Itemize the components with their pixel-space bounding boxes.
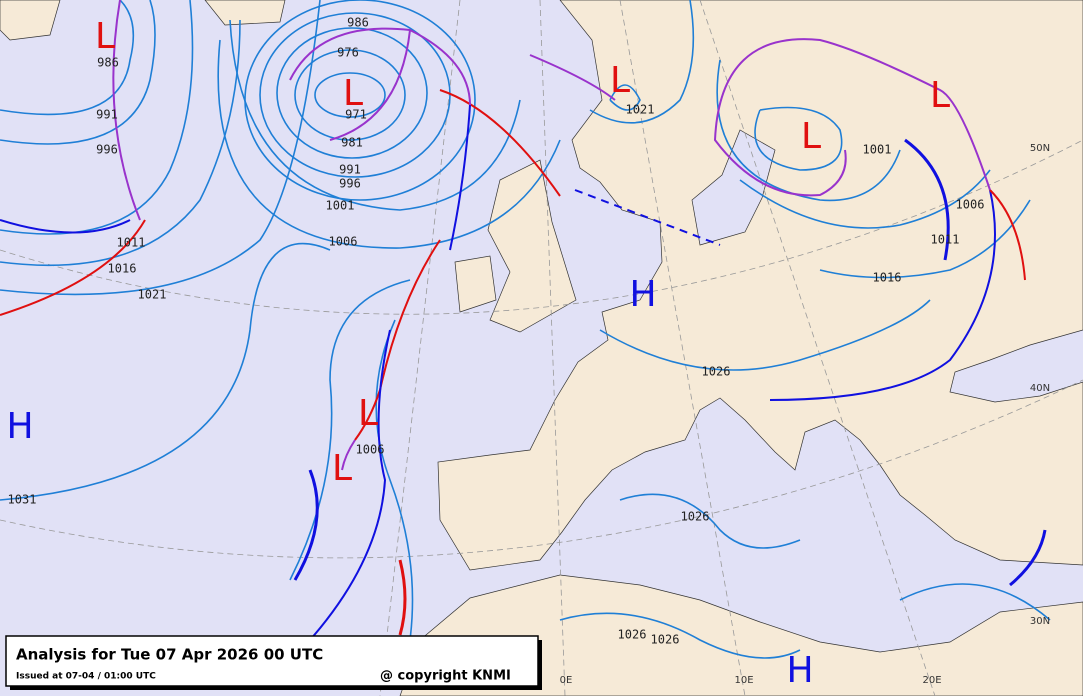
isobar-label: 1006 [329,235,358,249]
isobar-label: 991 [339,163,361,177]
isobar-label: 976 [337,46,359,60]
low-center: L [801,116,821,157]
issued-time: Issued at 07-04 / 01:00 UTC [16,672,156,682]
isobar-label: 1026 [681,510,710,524]
longitude-label: 10E [734,675,753,686]
isobar-label: 1026 [651,633,680,647]
isobar-label: 1026 [618,628,647,642]
isobar-label: 1001 [326,199,355,213]
isobars [0,0,1051,659]
low-center: L [95,16,115,57]
isobar-label: 986 [97,56,119,70]
longitude-label: 0E [560,675,573,686]
map-title: Analysis for Tue 07 Apr 2026 00 UTC [16,646,323,664]
low-center: L [930,75,950,116]
isobar-label: 996 [339,177,361,191]
isobar-label: 1021 [138,288,167,302]
low-center: L [610,60,630,101]
isobar-label: 991 [96,108,118,122]
isobar-label: 971 [345,108,367,122]
isobar-label: 1006 [956,198,985,212]
latitude-label: 50N [1030,143,1050,154]
isobar-label: 981 [341,136,363,150]
pressure-centers: L L L L L H H L L H [6,16,950,691]
isobar-label: 1021 [626,103,655,117]
low-center: L [332,448,352,489]
isobar-label: 1011 [931,233,960,247]
box [5,635,539,687]
fronts [0,0,1047,641]
latitude-label: 30N [1030,616,1050,627]
longitude-label: 20E [922,675,941,686]
latitude-label: 40N [1030,383,1050,394]
isobar-labels: 986 986 976 971 981 991 996 1001 1006 99… [8,16,985,647]
isobar-label: 1016 [108,262,137,276]
grid-labels: 50N 40N 30N 0E 10E 20E [560,143,1050,686]
high-center: H [6,406,33,447]
low-center: L [343,73,363,114]
high-center: H [786,650,813,691]
isobar-label: 1031 [8,493,37,507]
copyright: @ copyright KNMI [380,669,511,684]
isobar-label: 986 [347,16,369,30]
isobar-label: 1016 [873,271,902,285]
low-center: L [358,393,378,434]
title-box: Analysis for Tue 07 Apr 2026 00 UTC Issu… [5,635,542,690]
isobar-label: 1011 [117,236,146,250]
isobar-label: 996 [96,143,118,157]
isobar-label: 1026 [702,365,731,379]
isobar-label: 1006 [356,443,385,457]
isobar-label: 1001 [863,143,892,157]
high-center: H [629,274,656,315]
